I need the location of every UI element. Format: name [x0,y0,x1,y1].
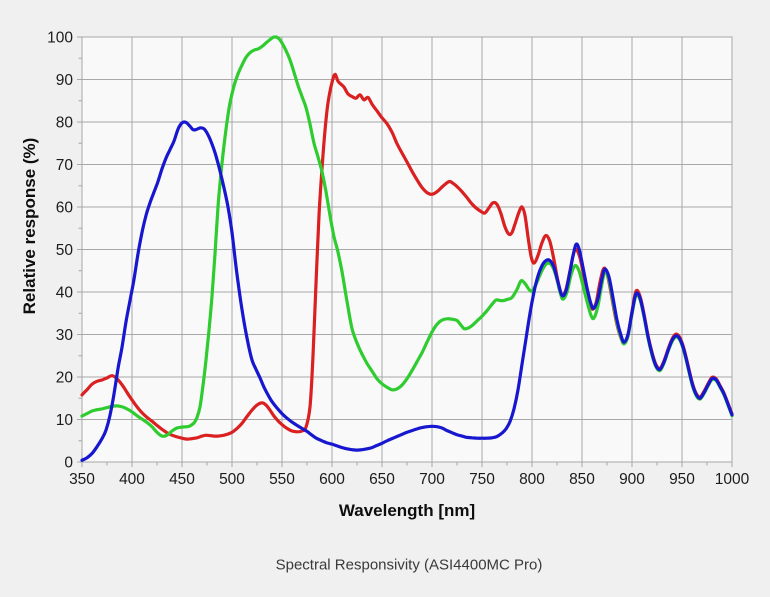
y-tick-label: 20 [56,370,74,387]
y-tick-label: 60 [56,200,74,217]
y-tick-label: 40 [56,285,74,302]
blue-channel-curve [80,120,734,462]
y-tick-label: 70 [56,157,74,174]
y-tick-label: 30 [56,327,74,344]
y-tick-label: 10 [56,412,74,429]
plot-border [81,36,733,463]
y-tick-label: 0 [64,455,73,472]
x-tick-label: 900 [619,471,645,488]
x-tick-label: 550 [269,471,295,488]
x-tick-label: 850 [569,471,595,488]
spectral-chart-canvas: 350 400 450 500 550 600 650 700 750 800 850 900 950 1… [47,30,750,489]
x-tick-label: 700 [419,471,445,488]
y-axis-title: Relative response (%) [20,137,39,315]
x-tick-label: 750 [469,471,495,488]
x-tick-label: 650 [369,471,395,488]
x-tick-label: 450 [169,471,195,488]
x-axis-title: Wavelength [nm] [338,501,476,520]
x-tick-label: 500 [219,471,245,488]
x-tick-label: 600 [319,471,345,488]
x-tick-label: 950 [669,471,695,488]
figure-caption: Spectral Responsivity (ASI4400MC Pro) [275,556,543,574]
y-tick-label: 80 [56,115,74,132]
y-tick-label: 100 [47,30,73,47]
x-tick-label: 1000 [715,471,750,488]
x-tick-label: 800 [519,471,545,488]
y-tick-label: 50 [56,242,74,259]
x-tick-label: 400 [119,471,145,488]
x-tick-label: 350 [69,471,95,488]
y-tick-label: 90 [56,72,74,89]
